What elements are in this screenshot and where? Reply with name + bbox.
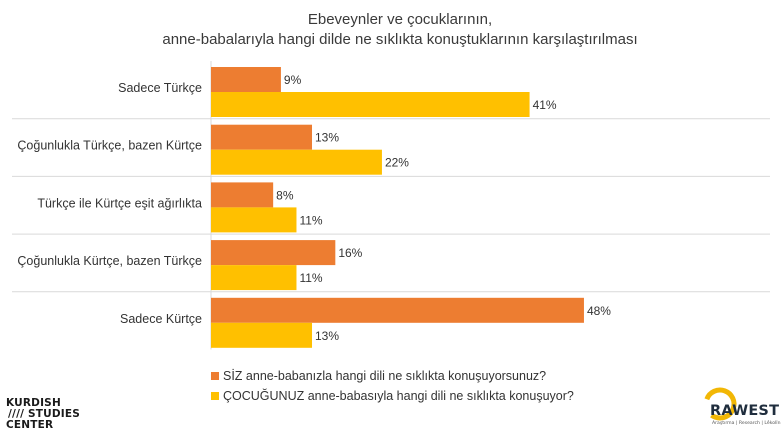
rawest-wordmark: RAWEST [710, 403, 780, 419]
bar-series-1 [211, 67, 281, 92]
bar-series-2 [211, 265, 297, 291]
data-label-series-2: 11% [299, 271, 322, 285]
bar-series-1 [211, 124, 313, 150]
legend-swatch-series-1 [211, 372, 219, 380]
data-label-series-2: 22% [385, 156, 409, 170]
rawest-logo: RAWEST Araştırma | Research | Lêkolîn [700, 384, 781, 436]
bar-series-2 [211, 92, 530, 117]
rawest-tagline: Araştırma | Research | Lêkolîn [712, 421, 781, 426]
category-label: Çoğunlukla Kürtçe, bazen Türkçe [17, 254, 202, 268]
chart-legend: SİZ anne-babanızla hangi dili ne sıklıkt… [211, 366, 574, 406]
data-label-series-1: 13% [315, 131, 339, 145]
bar-series-2 [211, 207, 297, 233]
bar-series-1 [211, 240, 336, 266]
data-label-series-1: 8% [276, 188, 294, 202]
category-label: Sadece Türkçe [118, 81, 202, 95]
data-label-series-1: 48% [587, 304, 611, 318]
logo-left-line-1: KURDISH [6, 397, 61, 409]
bar-series-1 [211, 182, 274, 208]
logo-left-line-3: CENTER [6, 419, 54, 431]
category-label: Türkçe ile Kürtçe eşit ağırlıkta [37, 196, 202, 210]
legend-item-series-2: ÇOCUĞUNUZ anne-babasıyla hangi dili ne s… [211, 386, 574, 406]
data-label-series-2: 41% [533, 98, 557, 112]
chart-title-line-1: Ebeveynler ve çocuklarının, [307, 11, 493, 28]
chart-title: Ebeveynler ve çocuklarının, anne-babalar… [120, 10, 680, 50]
rawest-ring-icon [703, 387, 737, 421]
data-label-series-2: 13% [315, 329, 339, 343]
logo-left-line-2: //// STUDIES [8, 408, 81, 420]
data-label-series-1: 16% [338, 246, 362, 260]
bar-series-1 [211, 297, 584, 323]
bar-series-2 [211, 322, 313, 348]
legend-label-series-2: ÇOCUĞUNUZ anne-babasıyla hangi dili ne s… [223, 389, 574, 403]
kurdish-studies-center-logo: KURDISH //// STUDIES CENTER [6, 397, 81, 436]
legend-label-series-1: SİZ anne-babanızla hangi dili ne sıklıkt… [223, 369, 547, 383]
category-label: Sadece Kürtçe [120, 312, 202, 326]
bar-series-2 [211, 149, 382, 175]
legend-item-series-1: SİZ anne-babanızla hangi dili ne sıklıkt… [211, 366, 574, 386]
bar-chart: Sadece Türkçe 9% 41% Çoğunlukla Türkçe, baz… [12, 61, 770, 350]
legend-swatch-series-2 [211, 392, 219, 400]
data-label-series-2: 11% [299, 213, 322, 227]
category-label: Çoğunlukla Türkçe, bazen Kürtçe [17, 139, 202, 153]
chart-title-line-2: anne-babalarıyla hangi dilde ne sıklıkta… [162, 31, 638, 48]
data-label-series-1: 9% [284, 73, 302, 87]
